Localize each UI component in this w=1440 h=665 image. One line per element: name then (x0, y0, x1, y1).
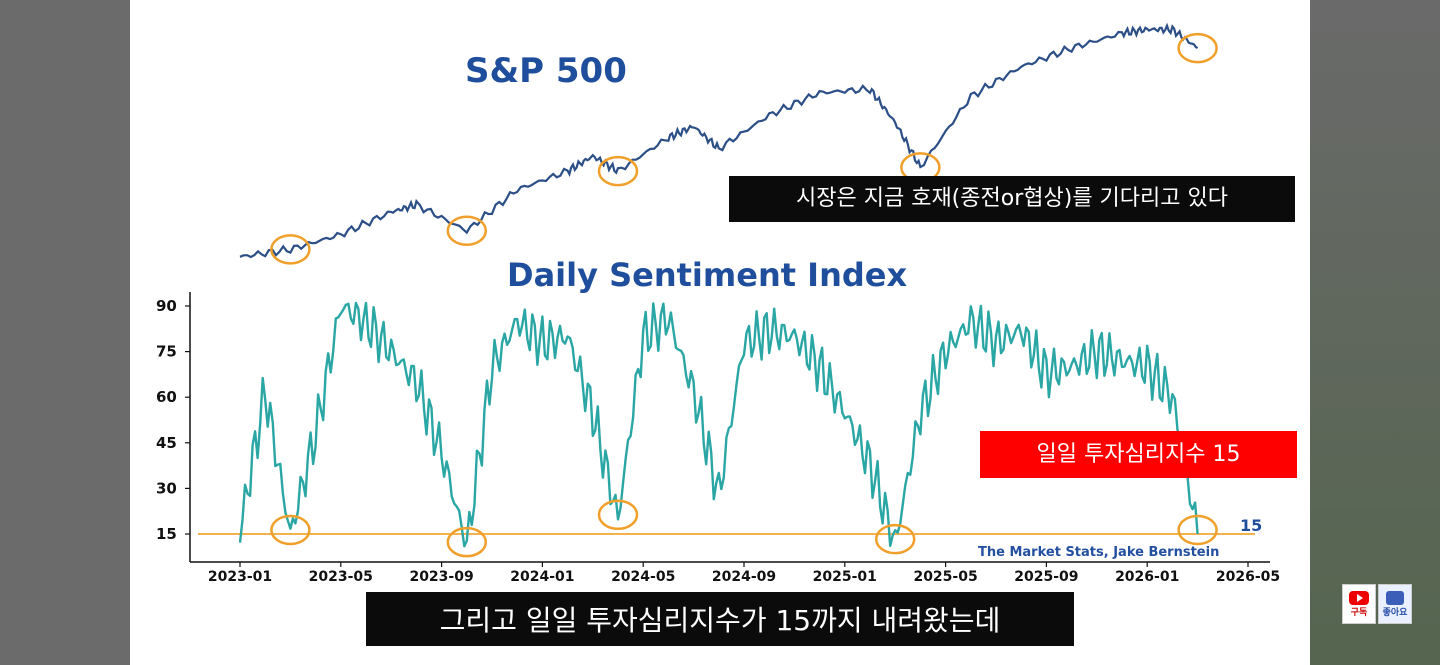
dsi-x-tick-2024-01: 2024-01 (510, 569, 574, 585)
dsi-y-tick-60: 60 (156, 388, 177, 406)
dsi-low-markers (270, 499, 1218, 558)
dsi-source-annotation: The Market Stats, Jake Bernstein (978, 545, 1219, 560)
sp500-low-marker-5 (1177, 32, 1218, 64)
dsi-low-marker-1 (270, 514, 311, 546)
caption-market-waiting: 시장은 지금 호재(종전or협상)를 기다리고 있다 (729, 176, 1295, 222)
youtube-play-icon (1349, 590, 1369, 605)
subscribe-button[interactable]: 구독 (1342, 584, 1376, 624)
dsi-low-marker-3 (597, 499, 639, 531)
sp500-chart: S&P 500 (239, 22, 1218, 265)
dsi-y-ticks: 15 30 45 60 75 90 (156, 297, 190, 543)
dsi-low-marker-2 (446, 526, 488, 558)
dsi-x-tick-2023-09: 2023-09 (409, 569, 473, 585)
dsi-x-tick-2024-09: 2024-09 (712, 569, 776, 585)
dsi-last-value-label: 15 (1240, 516, 1262, 535)
like-label: 좋아요 (1382, 607, 1408, 618)
dsi-x-tick-2023-05: 2023-05 (309, 569, 373, 585)
dsi-x-tick-2025-09: 2025-09 (1014, 569, 1078, 585)
dsi-series-line (238, 301, 1199, 548)
sp500-low-marker-1 (270, 234, 311, 265)
sp500-title: S&P 500 (465, 51, 627, 91)
dsi-x-tick-2025-05: 2025-05 (913, 569, 977, 585)
dsi-x-tick-2026-01: 2026-01 (1115, 569, 1179, 585)
dsi-title: Daily Sentiment Index (507, 256, 907, 294)
video-subtitle: 그리고 일일 투자심리지수가 15까지 내려왔는데 (366, 592, 1074, 646)
subscribe-like-widget[interactable]: 구독 좋아요 (1342, 584, 1412, 624)
sp500-low-markers (270, 32, 1218, 265)
right-letterbox (1310, 0, 1440, 665)
dsi-y-tick-90: 90 (156, 297, 177, 315)
dsi-y-tick-15: 15 (156, 525, 177, 543)
dsi-y-tick-30: 30 (156, 479, 177, 497)
subscribe-label: 구독 (1350, 607, 1368, 618)
dsi-x-tick-2026-05: 2026-05 (1216, 569, 1280, 585)
dsi-x-tick-2024-05: 2024-05 (611, 569, 675, 585)
dsi-low-marker-4 (874, 523, 916, 555)
dsi-x-tick-2023-01: 2023-01 (208, 569, 272, 585)
dsi-x-tick-2025-01: 2025-01 (813, 569, 877, 585)
dsi-chart: Daily Sentiment Index 15 30 45 60 75 90 2023-… (156, 256, 1280, 585)
thumbs-up-icon (1386, 590, 1404, 605)
left-letterbox (0, 0, 130, 665)
dsi-y-tick-45: 45 (156, 434, 177, 452)
sp500-series-line (239, 22, 1199, 259)
like-button[interactable]: 좋아요 (1378, 584, 1412, 624)
dsi-low-marker-5 (1177, 514, 1218, 546)
sp500-low-marker-2 (446, 215, 488, 246)
chart-canvas: S&P 500 Daily Sentiment Index 15 30 45 60 75… (156, 22, 1280, 585)
sp500-low-marker-3 (597, 155, 639, 187)
dsi-x-ticks: 2023-01 2023-05 2023-09 2024-01 2024-05 2024-… (208, 562, 1280, 585)
dsi-y-tick-75: 75 (156, 343, 177, 361)
caption-sentiment-15: 일일 투자심리지수 15 (980, 431, 1297, 478)
video-frame: S&P 500 Daily Sentiment Index 15 30 45 60 75… (130, 0, 1310, 665)
